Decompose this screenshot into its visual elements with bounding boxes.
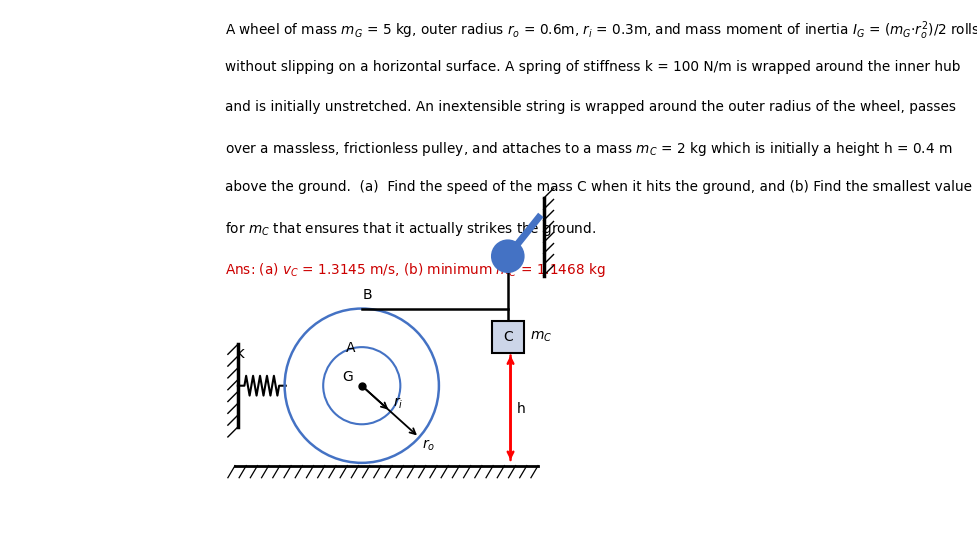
Text: A wheel of mass $m_G$ = 5 kg, outer radius $r_o$ = 0.6m, $r_i$ = 0.3m, and mass : A wheel of mass $m_G$ = 5 kg, outer radi… [225, 19, 977, 42]
Text: and is initially unstretched. An inextensible string is wrapped around the outer: and is initially unstretched. An inexten… [225, 100, 956, 114]
Text: C: C [503, 329, 513, 344]
Text: over a massless, frictionless pulley, and attaches to a mass $m_C$ = 2 kg which : over a massless, frictionless pulley, an… [225, 140, 953, 158]
Text: k: k [235, 346, 244, 361]
Text: without slipping on a horizontal surface. A spring of stiffness k = 100 N/m is w: without slipping on a horizontal surface… [225, 60, 960, 73]
Text: A: A [346, 341, 355, 355]
Text: for $m_C$ that ensures that it actually strikes the ground.: for $m_C$ that ensures that it actually … [225, 220, 596, 239]
Circle shape [492, 241, 524, 272]
Text: $m_C$: $m_C$ [531, 329, 553, 344]
Text: B: B [362, 288, 372, 302]
Text: h: h [517, 402, 526, 416]
Text: $r_i$: $r_i$ [393, 396, 404, 411]
Text: Ans: (a) $v_C$ = 1.3145 m/s, (b) minimum $m_C$ = 1.1468 kg: Ans: (a) $v_C$ = 1.3145 m/s, (b) minimum… [225, 261, 606, 279]
Text: G: G [342, 370, 353, 384]
FancyBboxPatch shape [491, 321, 524, 353]
Text: above the ground.  (a)  Find the speed of the mass C when it hits the ground, an: above the ground. (a) Find the speed of … [225, 180, 972, 194]
Text: $r_o$: $r_o$ [422, 438, 435, 453]
